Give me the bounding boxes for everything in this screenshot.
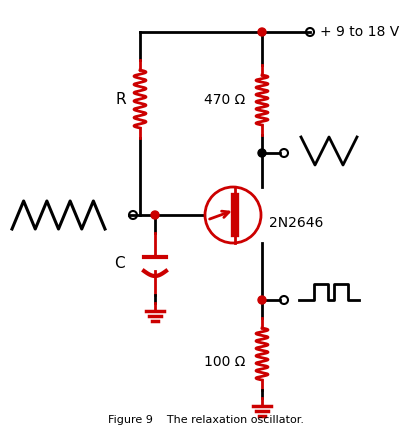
Text: 100 Ω: 100 Ω — [204, 355, 246, 369]
Text: R: R — [115, 91, 126, 107]
Text: + 9 to 18 V: + 9 to 18 V — [320, 25, 399, 39]
Text: 2N2646: 2N2646 — [269, 216, 323, 230]
Text: Figure 9    The relaxation oscillator.: Figure 9 The relaxation oscillator. — [108, 415, 304, 425]
Text: C: C — [115, 256, 125, 271]
Circle shape — [258, 149, 266, 157]
Circle shape — [151, 211, 159, 219]
Circle shape — [258, 296, 266, 304]
Circle shape — [258, 28, 266, 36]
Text: 470 Ω: 470 Ω — [204, 93, 245, 107]
